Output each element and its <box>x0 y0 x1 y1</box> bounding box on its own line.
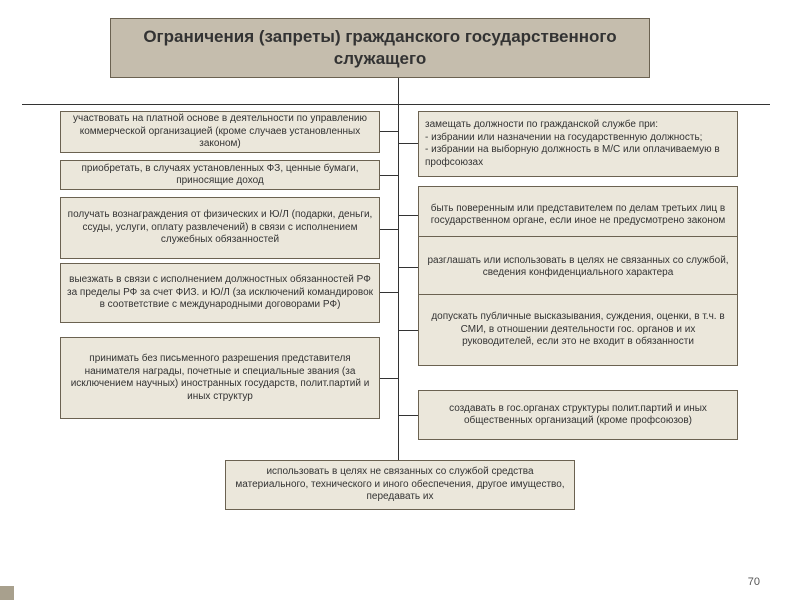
box-text: замещать должности по гражданской службе… <box>425 119 731 169</box>
box-text: участвовать на платной основе в деятельн… <box>67 113 373 151</box>
conn-r2 <box>398 215 418 216</box>
spine-line <box>398 78 399 498</box>
box-text: использовать в целях не связанных со слу… <box>232 466 568 504</box>
conn-l5 <box>380 378 398 379</box>
bottom-box: использовать в целях не связанных со слу… <box>225 460 575 510</box>
box-text: допускать публичные высказывания, сужден… <box>425 311 731 349</box>
right-box-3: разглашать или использовать в целях не с… <box>418 236 738 298</box>
conn-l3 <box>380 229 398 230</box>
box-text: создавать в гос.органах структуры полит.… <box>425 403 731 428</box>
title-text: Ограничения (запреты) гражданского госуд… <box>121 26 639 70</box>
right-box-1: замещать должности по гражданской службе… <box>418 111 738 177</box>
conn-r5 <box>398 415 418 416</box>
left-box-3: получать вознаграждения от физических и … <box>60 197 380 259</box>
conn-r4 <box>398 330 418 331</box>
conn-r3 <box>398 267 418 268</box>
right-box-4: допускать публичные высказывания, сужден… <box>418 294 738 366</box>
right-top-stub <box>398 104 770 105</box>
box-text: принимать без письменного разрешения пре… <box>67 353 373 403</box>
diagram-title: Ограничения (запреты) гражданского госуд… <box>110 18 650 78</box>
left-box-2: приобретать, в случаях установленных ФЗ,… <box>60 160 380 190</box>
left-top-stub <box>22 104 398 105</box>
conn-l2 <box>380 175 398 176</box>
conn-r1 <box>398 143 418 144</box>
conn-l1 <box>380 131 398 132</box>
left-box-1: участвовать на платной основе в деятельн… <box>60 111 380 153</box>
conn-l4 <box>380 292 398 293</box>
box-text: разглашать или использовать в целях не с… <box>425 255 731 280</box>
box-text: выезжать в связи с исполнением должностн… <box>67 274 373 312</box>
corner-decoration <box>0 586 14 600</box>
left-box-5: принимать без письменного разрешения пре… <box>60 337 380 419</box>
box-text: приобретать, в случаях установленных ФЗ,… <box>67 163 373 188</box>
box-text: получать вознаграждения от физических и … <box>67 209 373 247</box>
right-box-5: создавать в гос.органах структуры полит.… <box>418 390 738 440</box>
left-box-4: выезжать в связи с исполнением должностн… <box>60 263 380 323</box>
box-text: быть поверенным или представителем по де… <box>425 203 731 228</box>
page-number: 70 <box>748 576 760 588</box>
